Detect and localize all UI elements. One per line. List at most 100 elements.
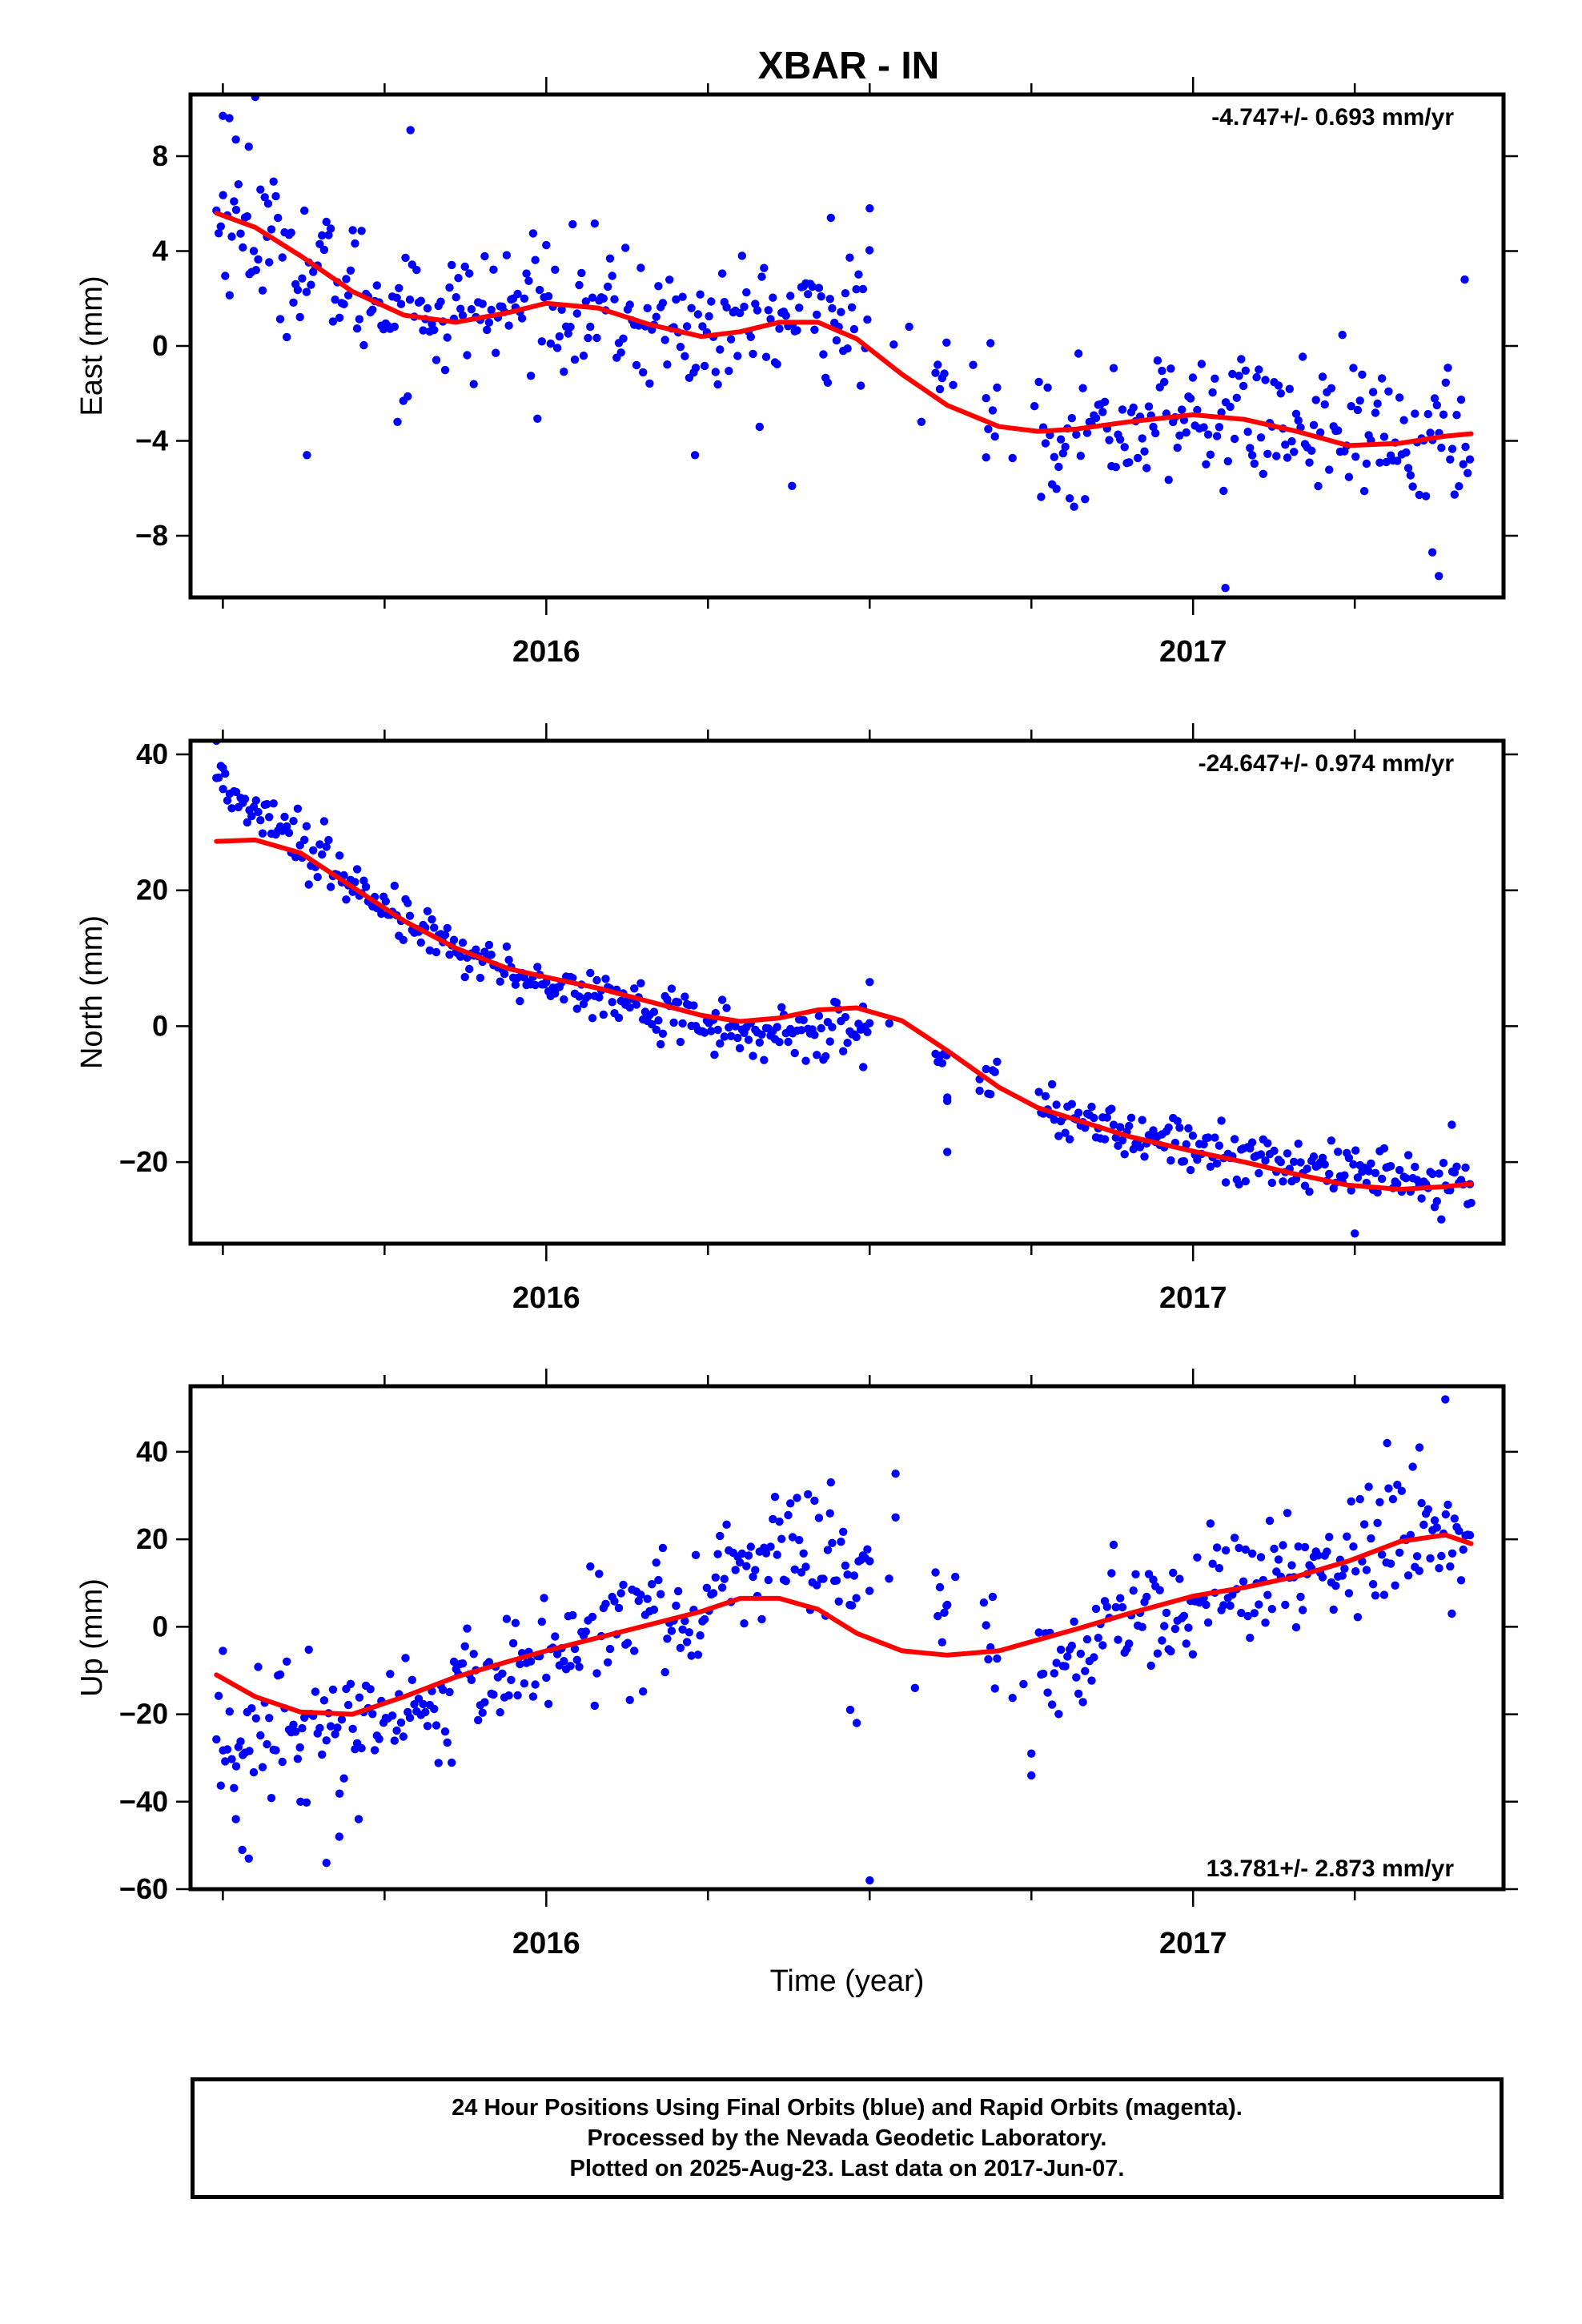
data-point [1038,1669,1048,1679]
data-point [632,1000,641,1009]
rate-annotation: -24.647+/- 0.974 mm/yr [1199,750,1455,777]
data-point [531,980,540,990]
data-point-outlier [1351,1229,1359,1238]
data-point [1367,1159,1375,1168]
data-point [315,840,324,849]
data-point [478,300,487,308]
data-point [516,996,524,1006]
data-point [319,245,329,255]
data-point [663,995,672,1004]
data-point [230,197,239,206]
data-point [236,1737,245,1746]
data-point [1296,1592,1305,1602]
data-point [1276,1157,1286,1167]
data-point [333,1723,342,1732]
data-point [419,1699,428,1709]
data-point [586,1562,595,1571]
data-point [599,1010,608,1019]
data-point [331,296,339,304]
data-point [1305,1187,1314,1196]
data-point [577,268,586,278]
x-tick-label: 2017 [1159,1281,1227,1315]
data-point-outlier [943,1148,952,1156]
data-point [1452,411,1461,420]
data-point [1403,464,1413,472]
data-point [1340,1564,1349,1574]
data-point [1307,446,1316,455]
data-point [352,865,362,874]
data-point [667,984,677,993]
data-point [707,297,716,306]
data-point [231,1762,241,1771]
data-point [639,1687,648,1696]
data-point [817,292,825,301]
data-point [1219,1601,1228,1610]
data-point [1465,1530,1475,1540]
data-point [1464,468,1472,477]
data-point [1384,387,1393,396]
data-point [1235,372,1243,380]
data-point [275,1670,285,1679]
data-point [484,318,494,327]
data-point [1065,1135,1074,1144]
data-point [843,1570,852,1579]
data-point [672,1601,681,1610]
chart-title: XBAR - IN [758,45,940,87]
data-point-outlier [1415,1443,1424,1452]
data-point [1179,1156,1189,1166]
data-point-outlier [1447,1120,1456,1129]
data-point [256,1731,265,1740]
data-point [1432,400,1442,410]
data-point [370,1746,379,1755]
data-point [1411,409,1419,418]
data-point [979,1598,989,1607]
data-point [566,1662,575,1671]
data-point [1217,408,1226,417]
data-point [1384,1484,1393,1493]
data-point [1226,402,1235,412]
data-point-outlier [238,1845,247,1855]
data-point [1347,1186,1355,1195]
data-point [1235,1180,1243,1189]
data-point [1175,1124,1184,1132]
data-point [1364,1167,1373,1176]
data-point [1437,444,1446,452]
data-point [1241,1176,1251,1186]
data-point [1334,1148,1343,1156]
data-point [542,1673,551,1683]
data-point [775,324,784,333]
data-point [1146,1661,1155,1671]
data-point [1008,453,1017,463]
data-point [1375,1498,1384,1507]
data-point [786,292,795,300]
data-point [1094,1634,1103,1642]
data-point [746,332,755,341]
data-point [1252,372,1261,382]
data-point [1197,360,1207,368]
data-point [636,1590,645,1599]
data-point [1279,1541,1287,1550]
data-point [1087,1676,1096,1685]
data-point [1373,1518,1382,1528]
data-point [1206,450,1215,459]
data-point [1351,1567,1360,1576]
data-point-outlier [910,1683,920,1692]
data-point [1019,1679,1028,1689]
data-point [278,1757,287,1767]
rate-annotation: 13.781+/- 2.873 mm/yr [1207,1856,1455,1882]
data-point [436,297,445,306]
data-point [713,380,722,389]
data-point [319,817,329,826]
data-point [672,295,681,304]
data-point [1318,1573,1327,1582]
data-point [405,911,415,920]
data-point-outlier [1447,1609,1456,1618]
data-point [1408,1462,1417,1471]
data-point [1395,1548,1404,1558]
data-point [731,1022,740,1031]
data-point [847,303,857,312]
data-point [1166,364,1175,373]
data-point [1149,1126,1158,1135]
data-point [601,975,610,983]
data-point [608,998,616,1007]
